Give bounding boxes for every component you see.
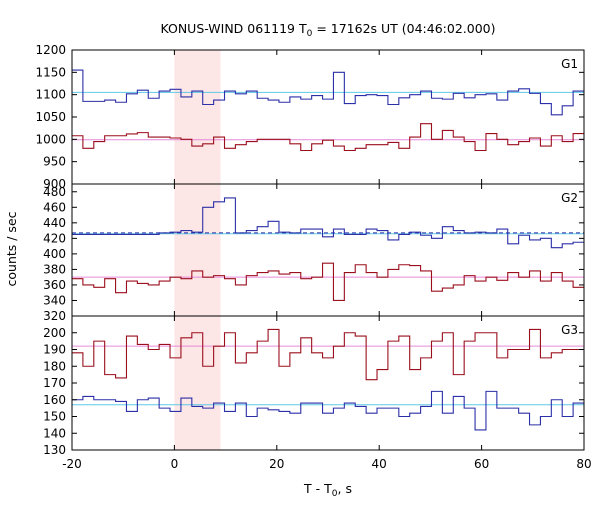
chart-title-sub: 0	[307, 29, 313, 39]
y-tick-label: 130	[43, 443, 66, 457]
y-tick-label: 1050	[35, 110, 66, 124]
x-tick-label: 0	[171, 457, 179, 471]
chart-title-rest: = 17162s UT (04:46:02.000)	[312, 21, 495, 36]
y-tick-label: 480	[43, 185, 66, 199]
series-G3-blue	[72, 390, 584, 431]
y-tick-label: 320	[43, 309, 66, 323]
y-axis-label: counts / sec	[4, 211, 19, 286]
y-tick-label: 380	[43, 262, 66, 276]
y-tick-label: 440	[43, 216, 66, 230]
series-G1-red	[72, 123, 584, 152]
x-axis-label-main: T - T	[303, 481, 332, 496]
y-tick-label: 140	[43, 426, 66, 440]
x-tick-label: 20	[269, 457, 284, 471]
series-G2-red	[72, 262, 584, 302]
panel-label-G1: G1	[561, 57, 578, 71]
y-tick-label: 460	[43, 200, 66, 214]
series-G3-red	[72, 328, 584, 381]
y-tick-label: 340	[43, 293, 66, 307]
chart-title-main: KONUS-WIND 061119 T	[160, 21, 306, 36]
series-G2-blue	[72, 197, 584, 249]
panel-label-G2: G2	[561, 191, 578, 205]
x-axis-label-rest: , s	[338, 481, 352, 496]
panel-label-G3: G3	[561, 323, 578, 337]
x-axis-label-sub: 0	[332, 489, 338, 499]
y-tick-label: 360	[43, 278, 66, 292]
y-tick-label: 420	[43, 231, 66, 245]
fit-lines-layer	[72, 91, 584, 406]
y-tick-label: 950	[43, 155, 66, 169]
series-G1-blue	[72, 69, 584, 116]
y-tick-label: 180	[43, 359, 66, 373]
y-tick-label: 150	[43, 410, 66, 424]
x-axis-label: T - T0, s	[303, 481, 352, 499]
y-tick-label: 400	[43, 247, 66, 261]
y-tick-label: 1150	[35, 65, 66, 79]
x-tick-label: 60	[474, 457, 489, 471]
y-tick-label: 190	[43, 343, 66, 357]
y-tick-label: 160	[43, 393, 66, 407]
chart-title: KONUS-WIND 061119 T0 = 17162s UT (04:46:…	[160, 21, 495, 39]
series-layer	[72, 69, 584, 431]
y-tick-label: 1100	[35, 88, 66, 102]
panel-frame-G2	[71, 183, 585, 317]
panel-frame-G3	[71, 315, 585, 451]
x-tick-label: 80	[576, 457, 591, 471]
shaded-interval-layer	[174, 50, 221, 450]
panel-frame-G1	[71, 49, 585, 185]
y-tick-label: 170	[43, 376, 66, 390]
x-tick-label: -20	[62, 457, 82, 471]
shaded-interval	[174, 50, 221, 450]
x-tick-label: 40	[372, 457, 387, 471]
y-tick-label: 200	[43, 326, 66, 340]
y-tick-label: 1200	[35, 43, 66, 57]
y-tick-label: 900	[43, 177, 66, 191]
y-tick-label: 1000	[35, 132, 66, 146]
